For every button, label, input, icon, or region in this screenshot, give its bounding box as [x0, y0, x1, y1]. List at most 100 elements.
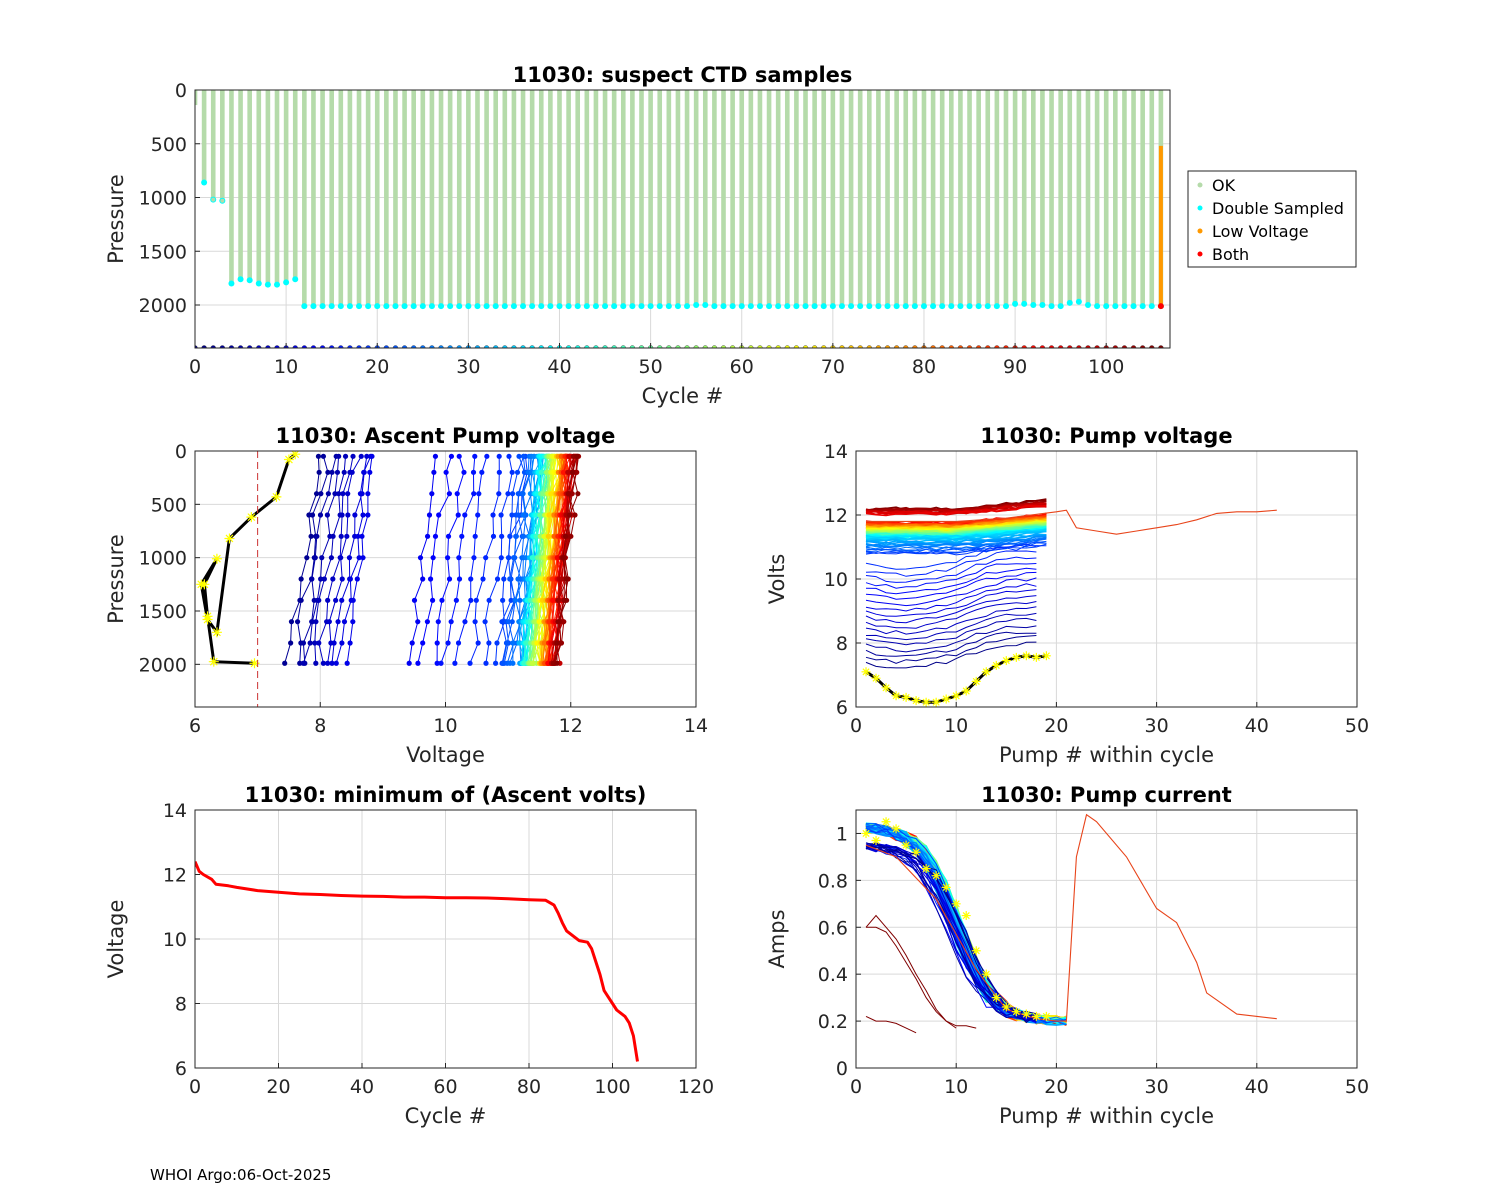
double-sampled-point	[228, 280, 235, 287]
last-cycle-star	[951, 691, 961, 701]
cycle-color-marker	[584, 345, 590, 348]
y-tick-label: 0.2	[818, 1011, 848, 1033]
profile-point	[445, 640, 451, 646]
legend-marker	[1197, 205, 1203, 211]
last-cycle-star	[891, 824, 901, 834]
profile-point	[493, 660, 499, 666]
y-tick-label: 1	[836, 823, 848, 845]
profile-point	[308, 533, 314, 539]
y-tick-label: 0.8	[818, 870, 848, 892]
ok-bar	[702, 90, 708, 305]
pump-voltage-line	[865, 631, 1037, 657]
profile-point	[300, 640, 307, 646]
ok-bar	[1003, 90, 1009, 307]
profile-point	[338, 555, 344, 561]
profile-point	[520, 453, 527, 459]
cycle-color-marker	[301, 345, 308, 348]
double-sampled-point	[237, 276, 244, 283]
ok-bar	[584, 90, 590, 307]
profile-point	[333, 597, 339, 603]
profile-point	[560, 555, 566, 561]
cycle-color-marker	[720, 345, 727, 348]
profile-point	[342, 453, 349, 459]
profile-point	[529, 660, 535, 666]
double-sampled-point	[283, 279, 290, 286]
profile-point	[336, 491, 342, 497]
profile-point	[361, 469, 367, 475]
profile-point	[567, 512, 573, 518]
cycle-color-marker	[1048, 345, 1055, 348]
pump-voltage-line	[865, 543, 1047, 555]
ok-bar	[511, 90, 517, 307]
cycle-color-marker	[392, 345, 399, 348]
profile-point	[424, 619, 431, 625]
profile-point	[554, 660, 560, 666]
double-sampled-point	[447, 303, 454, 310]
profile-point	[332, 491, 338, 497]
profile-point	[520, 491, 526, 497]
pump-voltage-line	[865, 530, 1047, 542]
profile-point	[550, 597, 556, 603]
cycle-color-marker	[1067, 345, 1073, 348]
ok-bar	[374, 90, 380, 307]
profile-point	[424, 533, 431, 539]
ok-bar	[302, 90, 307, 307]
chart-title: 11030: Pump current	[981, 783, 1232, 807]
x-tick-label: 50	[639, 356, 663, 378]
profile-point	[570, 469, 576, 475]
plot-area	[856, 810, 1357, 1068]
profile-point	[411, 597, 418, 603]
profile-point	[537, 512, 543, 518]
profile-point	[320, 660, 326, 666]
profile-point	[313, 491, 320, 497]
y-tick-label: 0	[175, 80, 187, 102]
double-sampled-point	[893, 303, 900, 310]
ok-bar	[447, 90, 453, 307]
ok-bar	[1113, 90, 1118, 307]
ok-bar	[384, 90, 389, 307]
cycle-color-marker	[957, 345, 964, 348]
profile-point	[471, 555, 477, 561]
profile-point	[566, 453, 572, 459]
profile-series	[554, 453, 581, 666]
profile-point	[490, 512, 496, 518]
double-sampled-point	[647, 303, 654, 310]
cycle-color-marker	[711, 345, 718, 348]
profile-point	[331, 640, 337, 646]
profile-point	[468, 576, 474, 582]
profile-point	[511, 555, 517, 561]
profile-point	[533, 533, 539, 539]
ok-bar	[1122, 90, 1127, 307]
double-sampled-point	[920, 303, 927, 310]
ok-bar	[1149, 90, 1155, 307]
profile-point	[516, 640, 522, 646]
profile-point	[309, 576, 315, 582]
ok-bar	[420, 90, 426, 307]
profile-point	[520, 512, 526, 518]
last-cycle-star	[961, 686, 971, 696]
pump-voltage-line	[865, 543, 1037, 570]
last-cycle-star	[290, 451, 301, 460]
cycle-color-marker	[438, 345, 444, 348]
double-sampled-point	[319, 303, 326, 310]
profile-point	[409, 640, 415, 646]
profile-point	[359, 533, 365, 539]
profile-point	[339, 512, 345, 518]
x-tick-label: 100	[1088, 356, 1124, 378]
double-sampled-point	[1012, 300, 1019, 307]
ok-bar	[1094, 90, 1100, 307]
x-tick-label: 20	[1044, 715, 1068, 737]
profile-point	[313, 619, 319, 625]
profile-series	[282, 453, 322, 666]
profile-series	[434, 453, 467, 666]
profile-point	[432, 453, 439, 459]
double-sampled-point	[720, 303, 727, 310]
cycle-color-marker	[1094, 345, 1100, 348]
cycle-color-marker	[401, 345, 408, 348]
last-cycle-star	[931, 871, 941, 881]
ok-bar	[274, 90, 280, 285]
ok-bar	[429, 90, 435, 307]
profile-point	[515, 512, 521, 518]
cycle-color-marker	[848, 345, 854, 348]
pump-voltage-line	[865, 606, 1037, 635]
